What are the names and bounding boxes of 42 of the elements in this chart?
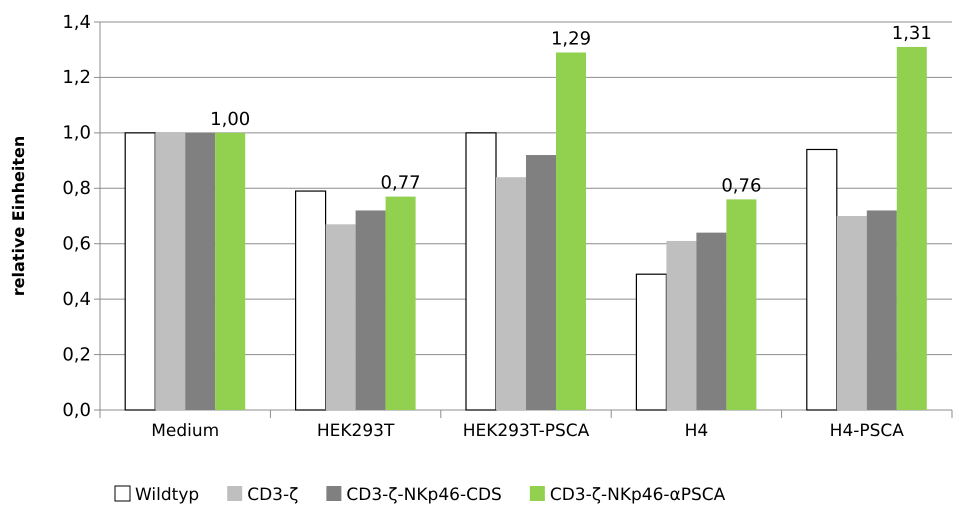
bar — [124, 132, 156, 411]
data-label: 1,00 — [210, 108, 250, 130]
bar — [806, 148, 838, 411]
bar — [465, 132, 497, 411]
y-tick-label: 0,0 — [62, 400, 91, 421]
x-tick-label: Medium — [151, 421, 220, 442]
bar — [386, 196, 416, 410]
data-label: 1,29 — [550, 28, 592, 50]
y-tick-label: 1,2 — [62, 67, 91, 88]
bar — [896, 46, 927, 410]
data-label: 0,76 — [721, 175, 762, 196]
bar — [155, 132, 186, 410]
y-tick-label: 0,2 — [62, 344, 91, 366]
bar — [666, 240, 696, 410]
bar — [356, 210, 386, 410]
bar — [696, 232, 726, 410]
bar — [496, 177, 526, 410]
bar — [326, 224, 356, 410]
legend-label: CD3-ζ-NKp46-αPSCA — [550, 485, 726, 505]
bar — [836, 216, 867, 410]
bar — [866, 210, 897, 410]
data-label: 0,77 — [380, 172, 421, 194]
legend-label: Wildtyp — [135, 485, 200, 505]
bar — [215, 132, 246, 410]
x-tick-label: H4-PSCA — [830, 421, 904, 442]
y-tick-label: 0,6 — [62, 233, 91, 254]
bar — [556, 52, 586, 410]
bar — [295, 190, 326, 411]
y-tick-label: 0,8 — [62, 178, 91, 200]
legend-label: CD3-ζ-NKp46-CDS — [346, 485, 502, 505]
bar — [726, 199, 756, 410]
x-tick-label: H4 — [684, 421, 708, 442]
data-label: 1,31 — [892, 22, 932, 44]
y-tick-label: 1,4 — [62, 12, 91, 33]
bar — [636, 274, 667, 411]
x-tick-label: HEK293T-PSCA — [462, 421, 590, 442]
y-tick-label: 0,4 — [62, 288, 91, 310]
x-tick-label: HEK293T — [316, 421, 395, 442]
bar — [526, 155, 556, 410]
legend-label: CD3-ζ — [247, 485, 298, 505]
y-tick-label: 1,0 — [62, 122, 91, 144]
y-axis-title: relative Einheiten — [9, 136, 28, 296]
